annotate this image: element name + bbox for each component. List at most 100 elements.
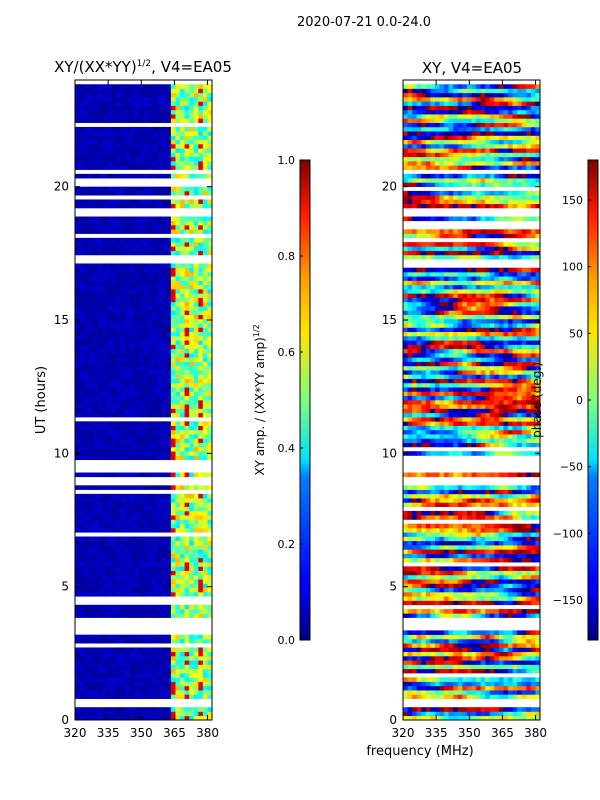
heatmap-cell — [198, 144, 204, 149]
heatmap-cell — [157, 673, 163, 678]
heatmap-cell — [180, 250, 185, 256]
heatmap-cell — [202, 88, 208, 94]
heatmap-cell — [106, 306, 112, 311]
heatmap-cell — [129, 220, 135, 226]
heatmap-cell — [193, 242, 199, 247]
heatmap-cell — [521, 536, 527, 542]
heatmap-cell — [161, 365, 167, 371]
heatmap-cell — [512, 707, 518, 712]
heatmap-cell — [193, 357, 199, 362]
heatmap-cell — [79, 92, 85, 98]
heatmap-cell — [93, 139, 99, 145]
heatmap-cell — [88, 442, 94, 448]
heatmap-cell — [152, 656, 158, 661]
heatmap-cell — [148, 562, 154, 567]
heatmap-cell — [457, 502, 463, 507]
heatmap-cell — [175, 272, 181, 277]
heatmap-cell — [207, 647, 213, 653]
heatmap-cell — [184, 587, 190, 593]
heatmap-cell — [403, 685, 408, 691]
panel-1-ylabel: UT (hours) — [34, 366, 49, 434]
heatmap-cell — [97, 263, 103, 269]
heatmap-cell — [526, 638, 532, 644]
heatmap-cell — [88, 685, 94, 691]
heatmap-cell — [202, 685, 208, 691]
heatmap-cell — [97, 609, 103, 614]
heatmap-cell — [175, 438, 181, 443]
heatmap-cell — [508, 711, 513, 717]
heatmap-cell — [143, 88, 149, 94]
colorbar-tick-label: 1.0 — [278, 154, 296, 167]
heatmap-cell — [175, 681, 181, 687]
heatmap-cell — [157, 118, 163, 123]
heatmap-cell — [184, 374, 190, 379]
heatmap-cell — [416, 510, 422, 516]
heatmap-cell — [175, 638, 181, 644]
heatmap-cell — [88, 412, 94, 418]
heatmap-cell — [88, 400, 94, 405]
heatmap-cell — [184, 310, 190, 315]
heatmap-cell — [84, 229, 90, 234]
heatmap-cell — [439, 707, 445, 712]
heatmap-cell — [106, 604, 112, 610]
heatmap-cell — [93, 442, 99, 448]
heatmap-cell — [498, 536, 504, 542]
heatmap-cell — [125, 647, 131, 653]
heatmap-cell — [138, 519, 144, 525]
heatmap-cell — [125, 455, 131, 461]
heatmap-cell — [498, 660, 504, 665]
heatmap-cell — [125, 668, 131, 674]
heatmap-cell — [157, 408, 163, 414]
heatmap-cell — [143, 340, 149, 345]
heatmap-cell — [453, 515, 459, 520]
heatmap-cell — [175, 84, 181, 89]
heatmap-cell — [116, 105, 122, 111]
heatmap-cell — [84, 455, 90, 461]
heatmap-cell — [84, 587, 90, 593]
heatmap-cell — [407, 587, 413, 593]
heatmap-cell — [102, 267, 108, 273]
heatmap-cell — [157, 156, 163, 162]
heatmap-cell — [166, 318, 172, 324]
heatmap-cell — [434, 540, 440, 546]
heatmap-cell — [175, 267, 181, 273]
heatmap-cell — [184, 715, 190, 721]
heatmap-cell — [84, 502, 90, 507]
heatmap-cell — [485, 707, 491, 712]
heatmap-cell — [102, 604, 108, 610]
heatmap-cell — [84, 306, 90, 311]
heatmap-cell — [138, 382, 144, 388]
heatmap-cell — [106, 395, 112, 401]
heatmap-cell — [184, 203, 190, 209]
heatmap-cell — [512, 549, 518, 554]
heatmap-cell — [111, 148, 117, 153]
heatmap-cell — [521, 574, 527, 580]
heatmap-cell — [75, 523, 80, 529]
heatmap-cell — [184, 139, 190, 145]
heatmap-cell — [462, 592, 468, 597]
heatmap-cell — [84, 545, 90, 550]
heatmap-cell — [157, 301, 163, 307]
heatmap-cell — [88, 357, 94, 362]
heatmap-cell — [102, 549, 108, 554]
heatmap-cell — [125, 148, 131, 153]
heatmap-cell — [75, 357, 80, 362]
heatmap-cell — [120, 225, 126, 230]
heatmap-cell — [425, 677, 431, 682]
heatmap-cell — [75, 378, 80, 384]
heatmap-cell — [466, 634, 472, 640]
heatmap-cell — [453, 583, 459, 589]
heatmap-cell — [462, 664, 468, 670]
heatmap-cell — [517, 647, 523, 653]
heatmap-cell — [193, 502, 199, 507]
heatmap-cell — [457, 694, 463, 699]
heatmap-cell — [84, 613, 90, 618]
heatmap-cell — [434, 609, 440, 614]
heatmap-cell — [75, 391, 80, 397]
heatmap-cell — [421, 715, 427, 721]
heatmap-cell — [88, 587, 94, 593]
heatmap-cell — [157, 510, 163, 516]
heatmap-cell — [439, 515, 445, 520]
heatmap-cell — [111, 660, 117, 665]
heatmap-cell — [189, 289, 195, 294]
